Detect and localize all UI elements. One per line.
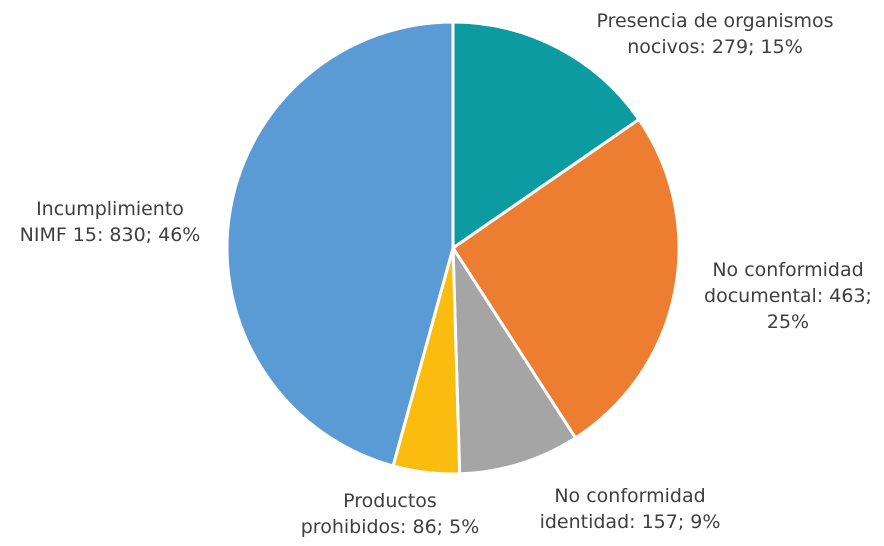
label-line: documental: 463; [704,285,872,307]
label-line: No conformidad [712,259,864,281]
label-no-conformidad-documental: No conformidad documental: 463; 25% [688,257,884,335]
pie-slice-presencia-de-organismos-nocivos [451,20,641,250]
label-line: 25% [766,311,810,333]
label-productos-prohibidos: Productos prohibidos: 86; 5% [280,488,500,540]
label-line: No conformidad [554,485,706,507]
label-line: Presencia de organismos [596,10,834,32]
label-line: identidad: 157; 9% [539,511,721,533]
label-line: NIMF 15: 830; 46% [19,224,201,246]
pie-slice-no-conformidad-documental [451,117,681,440]
label-line: nocivos: 279; 15% [627,36,803,58]
label-no-conformidad-identidad: No conformidad identidad: 157; 9% [510,483,750,535]
label-line: Incumplimiento [36,198,184,220]
pie-slice-incumplimiento-nimf-15 [225,20,455,468]
label-line: Productos [343,490,437,512]
label-line: prohibidos: 86; 5% [300,516,480,538]
pie-slices [225,20,681,476]
label-incumplimiento-nimf: Incumplimiento NIMF 15: 830; 46% [0,196,220,248]
label-presencia-organismos: Presencia de organismos nocivos: 279; 15… [570,8,860,60]
pie-slice-no-conformidad-identidad [451,246,578,476]
